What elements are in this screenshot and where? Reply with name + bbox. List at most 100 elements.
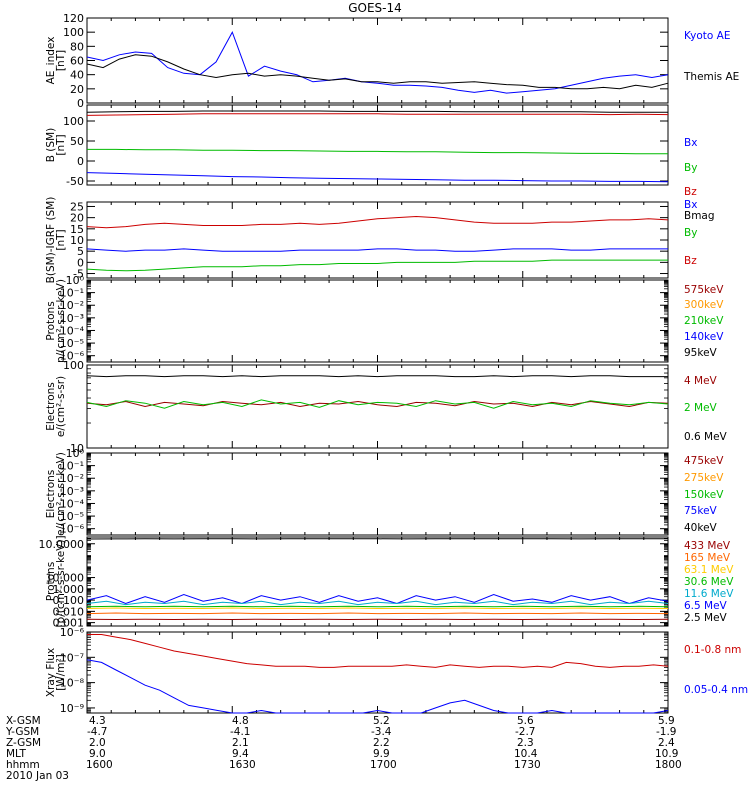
footer-label: X-GSM <box>6 715 41 727</box>
legend-entry: By <box>684 227 697 239</box>
y-tick-label: -50 <box>66 175 84 188</box>
footer-value: 2.2 <box>373 737 390 749</box>
y-tick-label: 0.100 <box>53 594 85 607</box>
y-tick-label: 10 <box>70 442 84 455</box>
legend-entry: 0.05-0.4 nm <box>684 684 748 696</box>
legend-entry: 2 MeV <box>684 402 718 414</box>
y-axis-title-ae: AE_index[nT] <box>45 37 67 85</box>
y-tick-label: 10⁻⁴ <box>60 497 85 510</box>
y-tick-label: 10⁻³ <box>60 485 84 498</box>
series-line-protons2 <box>86 593 669 605</box>
y-axis-title-line: [nT] <box>55 229 67 250</box>
footer-value: 1600 <box>86 759 113 771</box>
y-axis-title-line: B(SM)-IGRF (SM) <box>45 197 57 284</box>
legend-entry: Bmag <box>684 210 715 222</box>
y-tick-label: 0 <box>77 97 84 110</box>
footer-row-hhmm: hhmm 1600 1630 1700 1730 1800 <box>0 760 750 771</box>
legend-entry: 210keV <box>684 315 724 327</box>
footer-label: MLT <box>6 748 26 760</box>
y-axis-title-line: Protons <box>45 301 57 340</box>
y-tick-label: 10⁻⁶ <box>60 350 85 363</box>
y-tick-label: 0 <box>77 155 84 168</box>
y-tick-label: -5 <box>73 268 84 281</box>
y-tick-label: 10⁻¹ <box>60 460 84 473</box>
y-axis-title-line: Xray Flux <box>45 648 57 697</box>
series-line-electrons1 <box>86 375 668 378</box>
legend-entry: 475keV <box>684 455 724 467</box>
footer-value: 2.0 <box>89 737 106 749</box>
y-tick-label: 10⁻⁸ <box>60 677 85 690</box>
y-axis-title-line: Protons <box>45 562 57 601</box>
legend-entry: 30.6 MeV <box>684 576 734 588</box>
legend-entry: 433 MeV <box>684 540 731 552</box>
legend-entry: Bz <box>684 255 697 267</box>
footer-label: Y-GSM <box>6 726 40 738</box>
y-tick-label: 10⁻² <box>60 299 84 312</box>
legend-entry: 75keV <box>684 505 718 517</box>
legend-entry: 300keV <box>684 299 724 311</box>
panel-frame-bigrf <box>86 201 669 279</box>
y-tick-label: 10⁰ <box>66 447 85 460</box>
y-axis-title-line: p/(cm²-s-sr-keV) <box>55 279 67 363</box>
series-line-ae <box>86 54 669 90</box>
y-tick-label: 10.000 <box>46 572 85 585</box>
y-axis-title-line: [nT] <box>55 134 67 155</box>
legend-entry: 575keV <box>684 284 724 296</box>
legend-entry: 95keV <box>684 347 718 359</box>
y-tick-label: 10.0000 <box>39 538 85 551</box>
legend-entry: 6.5 MeV <box>684 600 728 612</box>
series-line-ae <box>86 30 669 94</box>
footer-row-ygsm: Y-GSM -4.7 -4.1 -3.4 -2.7 -1.9 <box>0 727 750 738</box>
y-tick-label: 25 <box>70 200 84 213</box>
y-tick-label: 15 <box>70 223 84 236</box>
footer-value: 5.6 <box>517 715 534 727</box>
series-line-bigrf <box>86 248 668 252</box>
legend-entry: 11.6 MeV <box>684 588 734 600</box>
series-line-bsm <box>87 148 668 155</box>
series-line-protons2 <box>86 600 669 606</box>
y-axis-title-protons2: Protons[p/(cm²-s-sr-keV)] <box>45 535 67 627</box>
series-line-bsm <box>86 113 669 116</box>
footer-value: 2.1 <box>232 737 249 749</box>
footer-value: 4.8 <box>232 715 249 727</box>
footer-value: -2.7 <box>515 726 536 738</box>
series-line-protons2 <box>86 607 669 610</box>
legend-entry: Bz <box>684 186 697 198</box>
footer-value: 10.9 <box>655 748 679 760</box>
y-axis-title-line: [W/m²] <box>55 654 67 691</box>
series-line-bsm <box>86 172 669 183</box>
series-line-bigrf <box>86 215 669 229</box>
y-tick-label: 0.010 <box>53 605 85 618</box>
y-tick-label: 50 <box>70 135 84 148</box>
footer-value: 1730 <box>514 759 541 771</box>
series-line-bsm <box>86 110 668 113</box>
y-axis-title-line: [nT] <box>55 50 67 71</box>
y-tick-label: 10⁰ <box>66 274 85 287</box>
y-axis-title-line: Electrons <box>45 470 57 519</box>
panel-frame-protons1 <box>86 279 669 363</box>
footer-value: 5.9 <box>658 715 675 727</box>
y-axis-title-line: B (SM) <box>45 128 57 162</box>
legend-entry: 275keV <box>684 472 724 484</box>
y-tick-label: 10⁻⁶ <box>60 523 85 536</box>
footer-date: 2010 Jan 03 <box>0 771 750 782</box>
date-label: 2010 Jan 03 <box>6 770 69 782</box>
legend-entry: 4 MeV <box>684 375 718 387</box>
y-tick-label: 120 <box>63 12 84 25</box>
footer-value: 1630 <box>229 759 256 771</box>
y-axis-title-line: e/(cm²-s-sr-keV) <box>55 452 67 536</box>
y-axis-title-xray: Xray Flux[W/m²] <box>45 648 67 697</box>
legend-entry: 0.1-0.8 nm <box>684 644 741 656</box>
y-tick-label: 10⁻⁹ <box>60 702 84 715</box>
chart-title: GOES-14 <box>348 1 402 15</box>
footer-ephemeris: X-GSM 4.3 4.8 5.2 5.6 5.9 Y-GSM -4.7 -4.… <box>0 716 750 800</box>
y-tick-label: 10⁻² <box>60 472 84 485</box>
footer-value: -4.1 <box>230 726 251 738</box>
footer-value: 1700 <box>370 759 397 771</box>
y-tick-label: 80 <box>70 40 84 53</box>
footer-value: 9.9 <box>373 748 390 760</box>
panel-frame-xray <box>86 631 669 714</box>
footer-row-xgsm: X-GSM 4.3 4.8 5.2 5.6 5.9 <box>0 716 750 727</box>
